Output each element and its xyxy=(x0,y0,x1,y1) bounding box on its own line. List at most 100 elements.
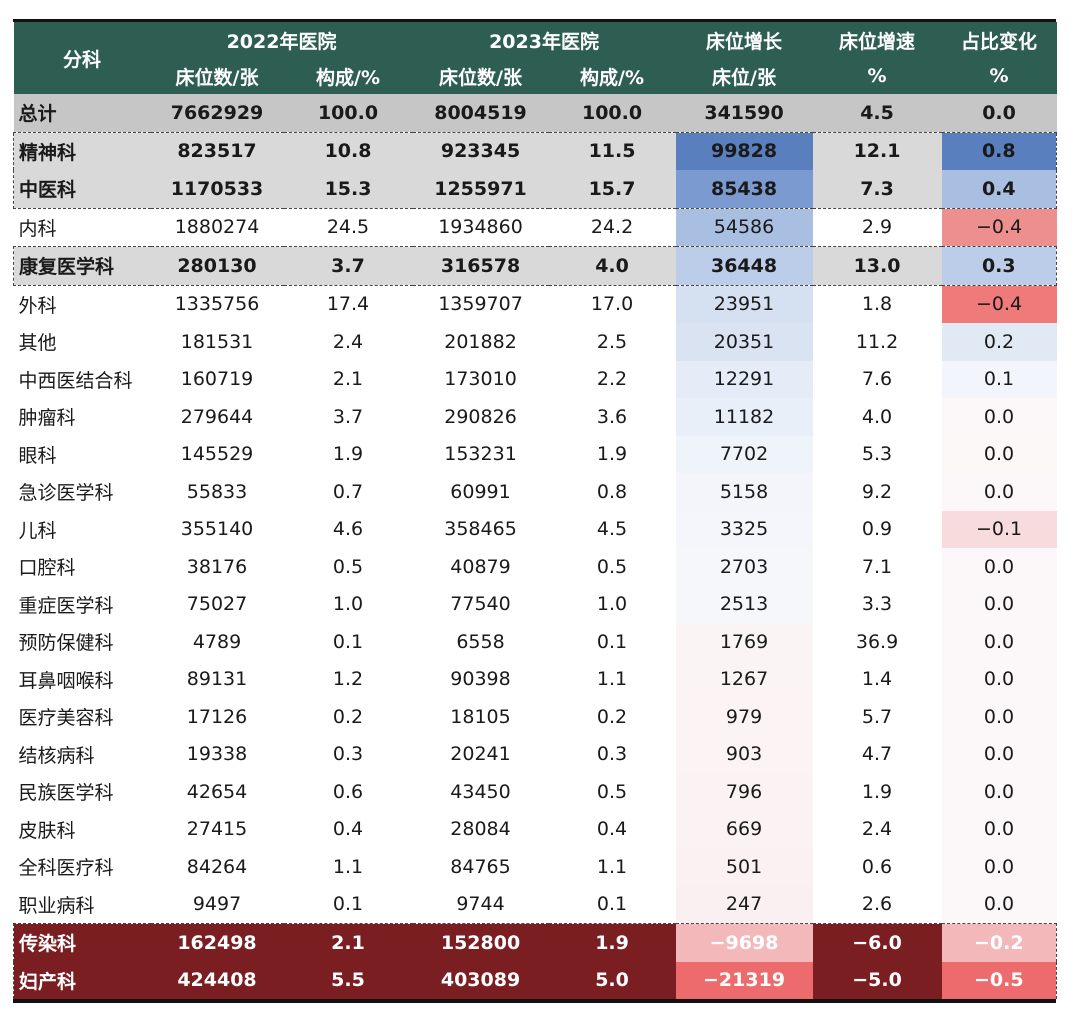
beds-2023-cell: 316578 xyxy=(412,246,549,286)
share-2022-cell: 0.2 xyxy=(332,705,364,728)
share-change-cell: −0.2 xyxy=(941,923,1058,962)
beds-2022-cell: 27415 xyxy=(186,818,248,841)
beds-2023-cell: 1359707 xyxy=(438,293,523,316)
share-2023-cell: 2.5 xyxy=(596,330,628,353)
share-2023-cell: 0.1 xyxy=(596,893,628,916)
beds-2022-cell: 9497 xyxy=(192,893,242,916)
bed-growth-rate-cell: 0.6 xyxy=(861,855,893,878)
table-row: 医疗美容科 17126 0.2 18105 0.2 979 5.7 0.0 xyxy=(14,698,1057,736)
beds-2022-cell: 7662929 xyxy=(150,94,284,133)
department-name-cell: 重症医学科 xyxy=(18,594,114,617)
subheader-beds-2022: 床位数/张 xyxy=(150,58,284,94)
bed-growth-rate-cell: 4.5 xyxy=(812,94,942,133)
bed-growth-cell: 669 xyxy=(675,810,813,848)
table-row: 康复医学科 280130 3.7 316578 4.0 36448 13.0 0.3 xyxy=(13,246,1058,286)
beds-2023-cell: 20241 xyxy=(450,743,511,766)
bed-growth-rate-cell: 4.0 xyxy=(861,405,893,428)
beds-2023-cell: 153231 xyxy=(444,443,517,466)
beds-2023-cell: 6558 xyxy=(456,630,505,653)
share-2023-cell: 0.1 xyxy=(596,630,628,653)
table-row: 眼科 145529 1.9 153231 1.9 7702 5.3 0.0 xyxy=(14,435,1057,473)
share-2022-cell: 2.4 xyxy=(332,330,364,353)
beds-2022-cell: 145529 xyxy=(180,443,254,466)
beds-2022-cell: 424408 xyxy=(150,961,284,999)
share-2023-cell: 11.5 xyxy=(548,131,676,170)
beds-2023-cell: 152800 xyxy=(412,923,549,962)
share-change-cell: 0.0 xyxy=(941,848,1057,886)
bed-growth-cell: 341590 xyxy=(675,94,813,133)
beds-2023-cell: 28084 xyxy=(450,818,511,841)
beds-2023-cell: 201882 xyxy=(444,330,517,353)
bed-growth-cell: −21319 xyxy=(675,961,813,999)
share-change-cell: 0.4 xyxy=(941,170,1058,209)
table-row: 口腔科 38176 0.5 40879 0.5 2703 7.1 0.0 xyxy=(14,548,1057,586)
share-2022-cell: 3.7 xyxy=(283,246,413,286)
table-row: 肿瘤科 279644 3.7 290826 3.6 11182 4.0 0.0 xyxy=(14,398,1057,436)
subheader-bed-unit: 床位/张 xyxy=(675,58,813,94)
share-change-cell: 0.3 xyxy=(941,246,1058,286)
beds-2023-cell: 77540 xyxy=(450,593,511,616)
beds-2022-cell: 19338 xyxy=(186,743,248,766)
department-name-cell: 康复医学科 xyxy=(13,246,151,286)
table-row: 全科医疗科 84264 1.1 84765 1.1 501 0.6 0.0 xyxy=(14,848,1057,886)
table-row: 儿科 355140 4.6 358465 4.5 3325 0.9 −0.1 xyxy=(14,510,1057,548)
share-2022-cell: 24.5 xyxy=(326,216,370,239)
bed-growth-rate-cell: 9.2 xyxy=(861,480,893,503)
department-name-cell: 妇产科 xyxy=(13,961,151,999)
share-2022-cell: 0.6 xyxy=(332,780,364,803)
department-name-cell: 儿科 xyxy=(18,519,57,542)
share-2022-cell: 17.4 xyxy=(326,293,370,316)
bed-growth-cell: 2703 xyxy=(675,548,813,586)
bed-growth-cell: 1769 xyxy=(675,623,813,661)
department-name-cell: 结核病科 xyxy=(18,744,95,767)
share-2022-cell: 0.3 xyxy=(332,743,364,766)
share-change-cell: 0.0 xyxy=(941,885,1057,924)
table-row: 外科 1335756 17.4 1359707 17.0 23951 1.8 −0.4 xyxy=(14,285,1057,323)
share-change-cell: 0.0 xyxy=(941,398,1057,436)
beds-2023-cell: 403089 xyxy=(412,961,549,999)
bed-growth-cell: 54586 xyxy=(675,208,813,247)
department-name-cell: 医疗美容科 xyxy=(18,707,114,730)
share-change-cell: 0.0 xyxy=(941,94,1057,133)
department-name-cell: 口腔科 xyxy=(18,557,76,580)
beds-2023-cell: 43450 xyxy=(450,780,511,803)
beds-2022-cell: 181531 xyxy=(180,330,254,353)
beds-2022-cell: 355140 xyxy=(180,518,254,541)
share-2023-cell: 0.2 xyxy=(596,705,628,728)
subheader-beds-2023: 床位数/张 xyxy=(412,58,549,94)
beds-2022-cell: 17126 xyxy=(186,705,248,728)
beds-2022-cell: 1335756 xyxy=(174,293,260,316)
beds-2022-cell: 823517 xyxy=(150,131,284,170)
subheader-share-2022: 构成/% xyxy=(283,58,413,94)
share-2023-cell: 1.9 xyxy=(548,923,676,962)
beds-2022-cell: 1170533 xyxy=(150,170,284,209)
beds-2022-cell: 280130 xyxy=(150,246,284,286)
bed-growth-cell: 796 xyxy=(675,773,813,811)
share-change-cell: −0.1 xyxy=(941,510,1057,548)
beds-2023-cell: 1255971 xyxy=(412,170,549,209)
beds-2022-cell: 55833 xyxy=(186,480,248,503)
department-name-cell: 中西医结合科 xyxy=(18,369,133,392)
department-name-cell: 总计 xyxy=(13,94,151,133)
share-2022-cell: 1.2 xyxy=(332,668,364,691)
share-change-cell: 0.0 xyxy=(941,698,1057,736)
share-change-cell: 0.0 xyxy=(941,660,1057,698)
share-2022-cell: 0.4 xyxy=(332,818,364,841)
bed-growth-cell: 99828 xyxy=(675,131,813,170)
share-change-cell: 0.1 xyxy=(941,360,1057,398)
share-change-cell: 0.0 xyxy=(941,735,1057,773)
bed-growth-rate-cell: −5.0 xyxy=(812,961,942,999)
table-row: 传染科 162498 2.1 152800 1.9 −9698 −6.0 −0.2 xyxy=(13,923,1058,962)
beds-2022-cell: 42654 xyxy=(186,780,248,803)
bed-growth-cell: 23951 xyxy=(675,285,813,323)
table-row: 中西医结合科 160719 2.1 173010 2.2 12291 7.6 0.1 xyxy=(14,360,1057,398)
table-row: 急诊医学科 55833 0.7 60991 0.8 5158 9.2 0.0 xyxy=(14,473,1057,511)
bed-growth-cell: 979 xyxy=(675,698,813,736)
department-name-cell: 民族医学科 xyxy=(18,782,114,805)
beds-2022-cell: 84264 xyxy=(186,855,248,878)
beds-2023-cell: 1934860 xyxy=(438,216,523,239)
bed-growth-cell: 247 xyxy=(675,885,813,924)
share-change-cell: −0.4 xyxy=(941,285,1057,323)
department-name-cell: 急诊医学科 xyxy=(18,482,114,505)
bed-growth-cell: 3325 xyxy=(675,510,813,548)
